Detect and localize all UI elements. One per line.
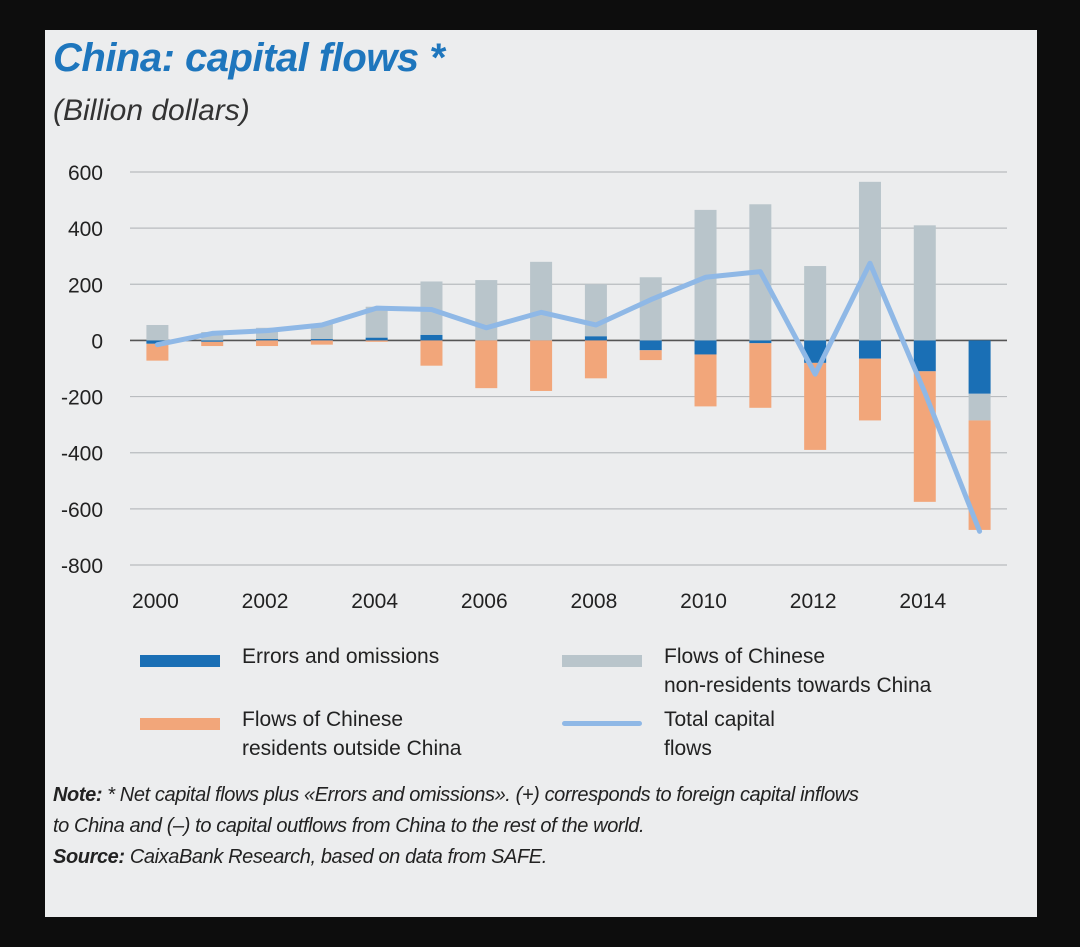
bar-segment [201,332,224,341]
bar-segment [146,343,169,361]
bar-segment [639,350,662,361]
legend-swatch-errors [140,655,220,667]
x-tick-label: 2006 [461,590,508,613]
bar-segment [968,340,991,394]
bar-segment [365,337,388,341]
legend-label-residents: Flows of Chinese residents outside China [242,708,462,760]
x-tick-label: 2014 [899,590,946,613]
x-tick-label: 2002 [242,590,289,613]
y-tick-label: -600 [61,499,103,522]
chart-notes: Note: * Net capital flows plus «Errors a… [53,780,1038,873]
y-tick-label: 400 [68,218,103,241]
bar-segment [420,340,443,366]
bar-segment [639,340,662,351]
note-text: * Net capital flows plus «Errors and omi… [102,784,859,806]
bar-segment [639,277,662,341]
bar-segment [694,354,717,407]
chart-subtitle: (Billion dollars) [53,94,250,127]
note-line-2: to China and (–) to capital outflows fro… [53,815,645,837]
y-tick-label: 0 [91,330,103,353]
bar-segment [968,393,991,421]
bar-segment [365,340,388,342]
bar-segment [913,225,936,341]
bar-segment [365,306,388,338]
bar-segment [804,362,827,450]
x-tick-label: 2004 [351,590,398,613]
bar-segment [584,340,607,379]
bar-segment [475,280,498,341]
total-capital-flows-line [154,260,983,534]
source-line: Source: CaixaBank Research, based on dat… [53,842,1038,873]
legend-swatch-total [562,721,642,726]
bar-segment [584,336,607,341]
chart-title: China: capital flows * [53,36,445,80]
bar-segment [858,340,881,359]
chart-panel: China: capital flows * (Billion dollars)… [45,30,1037,917]
y-tick-label: -400 [61,443,103,466]
legend-swatch-residents [140,718,220,730]
bar-segment [530,340,553,391]
legend-swatch-nonresidents [562,655,642,667]
bar-segment [749,343,772,408]
legend-label-nonresidents: Flows of Chinese non-residents towards C… [664,645,932,697]
x-tick-label: 2000 [132,590,179,613]
bar-segment [694,340,717,355]
bar-segment [804,340,827,363]
bar-segment [968,420,991,530]
bar-segment [201,340,224,342]
bar-segment [256,327,279,340]
x-tick-label: 2008 [571,590,618,613]
bar-segment [804,266,827,341]
bar-segment [530,261,553,341]
source-label: Source: [53,846,125,868]
note-line-1: Note: * Net capital flows plus «Errors a… [53,780,1038,811]
bar-segment [201,341,224,347]
bar-segment [256,340,279,347]
y-tick-label: -200 [61,387,103,410]
bar-segment [146,324,169,341]
bar-segment [310,340,333,345]
x-tick-label: 2012 [790,590,837,613]
source-text: CaixaBank Research, based on data from S… [124,846,547,868]
legend-label-total: Total capital flows [664,708,775,760]
y-tick-label: 600 [68,162,103,185]
bar-segment [858,358,881,421]
bar-segment [420,334,443,341]
x-tick-label: 2010 [680,590,727,613]
bar-segment [310,339,333,341]
y-tick-label: -800 [61,555,103,578]
bar-segment [256,339,279,341]
note-label: Note: [53,784,103,806]
legend-label-errors: Errors and omissions [242,645,440,668]
bar-segment [913,340,936,372]
bar-segment [749,340,772,344]
y-tick-label: 200 [68,274,103,297]
bar-segment [584,284,607,337]
bar-segment [475,340,498,389]
